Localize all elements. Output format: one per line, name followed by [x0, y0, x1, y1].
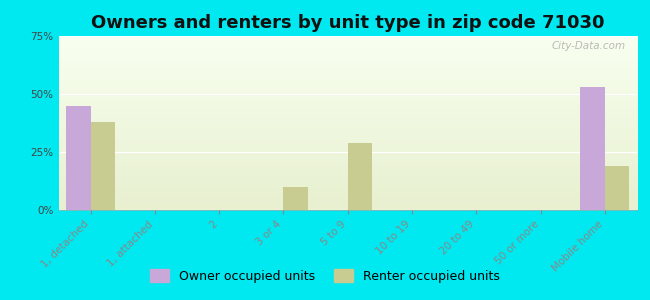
- Legend: Owner occupied units, Renter occupied units: Owner occupied units, Renter occupied un…: [146, 264, 504, 288]
- Text: City-Data.com: City-Data.com: [551, 41, 625, 51]
- Bar: [348, 143, 372, 210]
- Bar: [283, 187, 308, 210]
- Title: Owners and renters by unit type in zip code 71030: Owners and renters by unit type in zip c…: [91, 14, 604, 32]
- Bar: [66, 106, 90, 210]
- Bar: [580, 87, 605, 210]
- Bar: [90, 122, 115, 210]
- Bar: [605, 166, 629, 210]
